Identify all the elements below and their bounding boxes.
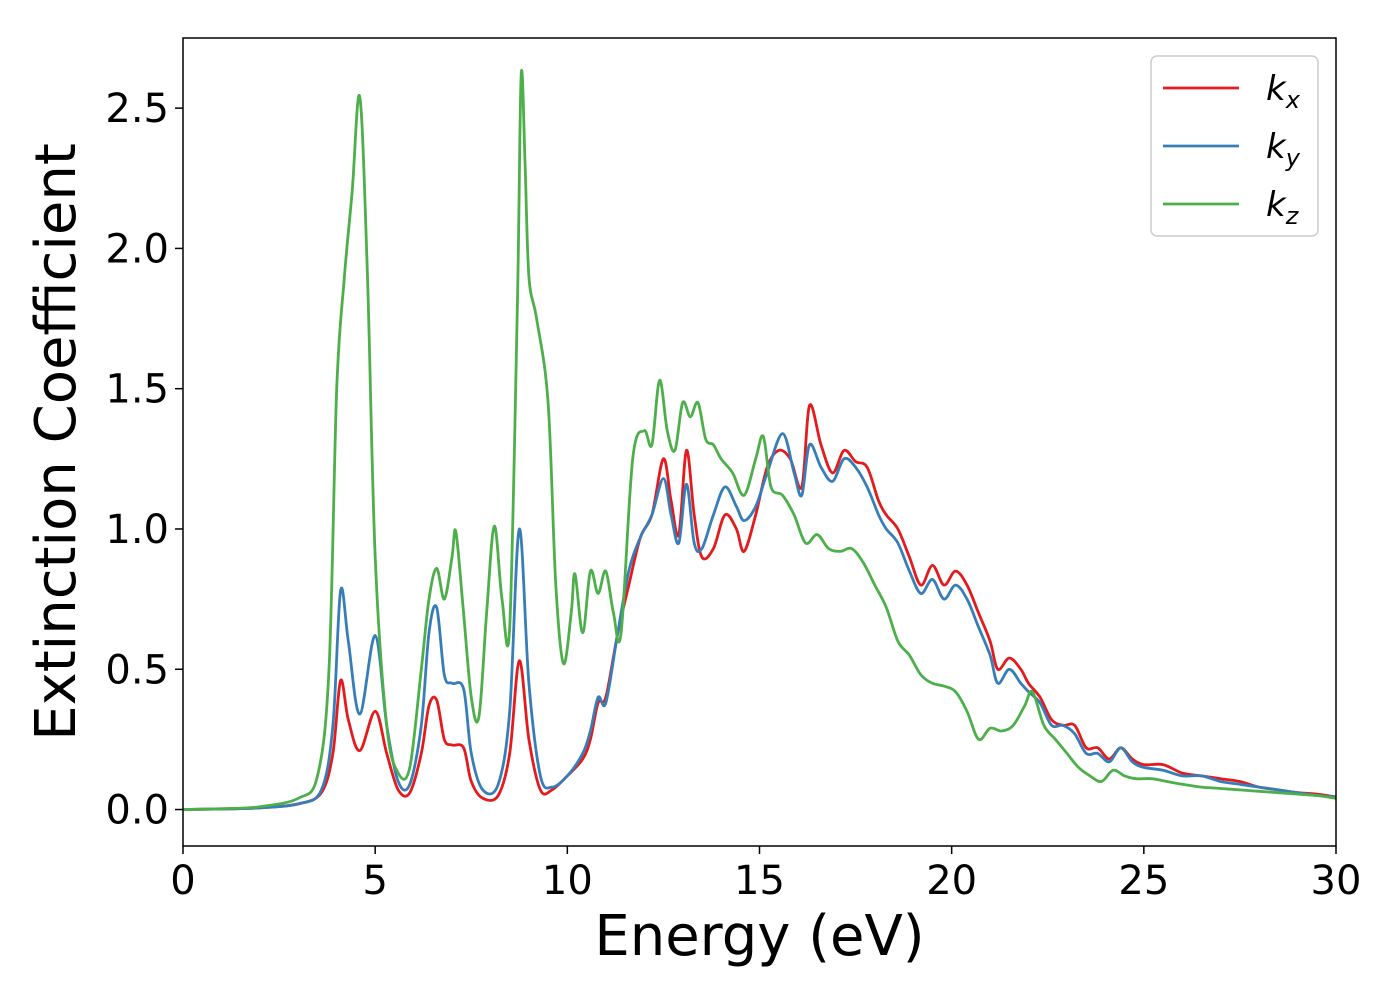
y-axis-title: Extinction Coefficient bbox=[24, 143, 89, 741]
y-tick-label: 1.5 bbox=[105, 367, 169, 413]
x-axis-ticks: 0 5 10 15 20 25 30 bbox=[170, 846, 1361, 904]
y-axis-ticks: 0.0 0.5 1.0 1.5 2.0 2.5 bbox=[105, 86, 183, 834]
legend: kx ky kz bbox=[1150, 55, 1319, 237]
legend-label-k_z: kz bbox=[1266, 185, 1300, 230]
series-line-k_x bbox=[183, 403, 1336, 811]
x-tick-label: 25 bbox=[1118, 858, 1169, 904]
series-line-k_z bbox=[183, 69, 1336, 811]
y-tick-label: 1.0 bbox=[105, 507, 169, 553]
y-tick-label: 0.5 bbox=[105, 647, 169, 693]
y-tick-label: 2.0 bbox=[105, 226, 169, 272]
x-tick-label: 10 bbox=[542, 858, 593, 904]
x-tick-label: 15 bbox=[734, 858, 785, 904]
x-axis-title: Energy (eV) bbox=[594, 904, 924, 969]
series-line-k_y bbox=[183, 432, 1336, 811]
x-tick-label: 0 bbox=[170, 858, 195, 904]
legend-label-k_y: ky bbox=[1266, 127, 1301, 172]
y-tick-label: 0.0 bbox=[105, 788, 169, 834]
x-tick-label: 30 bbox=[1311, 858, 1362, 904]
x-tick-label: 5 bbox=[362, 858, 387, 904]
y-tick-label: 2.5 bbox=[105, 86, 169, 132]
legend-label-k_x: kx bbox=[1266, 69, 1301, 114]
x-tick-label: 20 bbox=[926, 858, 977, 904]
series-layer bbox=[183, 69, 1336, 811]
